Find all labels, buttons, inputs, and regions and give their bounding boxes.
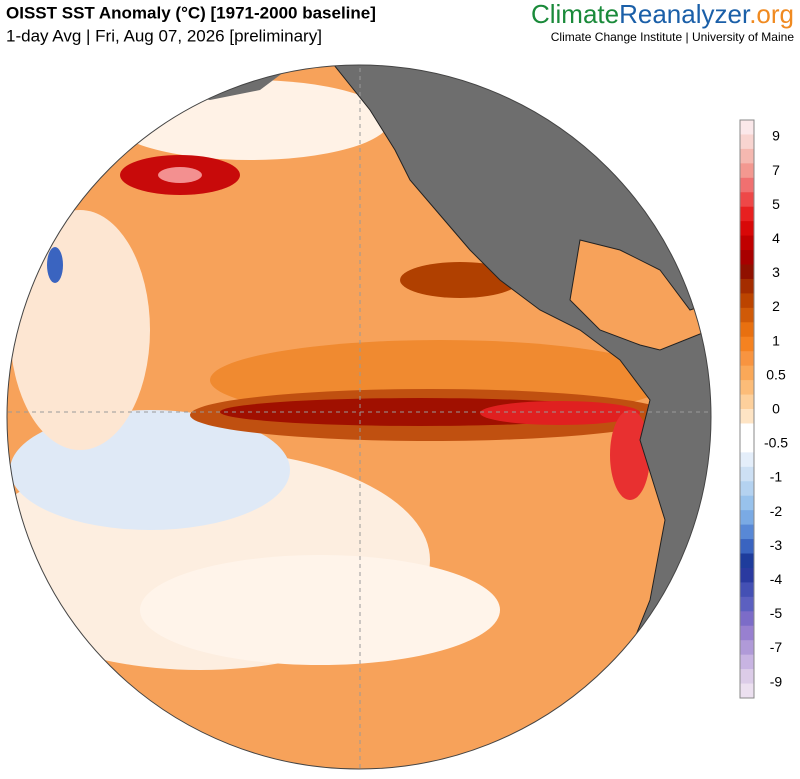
- colorbar-swatch: [740, 524, 754, 540]
- globe-outline: [6, 64, 712, 770]
- colorbar-swatch: [740, 134, 754, 150]
- colorbar-swatch: [740, 163, 754, 179]
- colorbar-label: -5: [770, 605, 783, 621]
- colorbar-label: -4: [770, 571, 783, 587]
- brand: ClimateReanalyzer.org: [531, 0, 794, 29]
- globe-map: [7, 65, 711, 769]
- colorbar-label: -3: [770, 537, 783, 553]
- colorbar-swatch: [740, 423, 754, 439]
- tagline: Climate Change Institute | University of…: [551, 30, 795, 44]
- colorbar-swatch: [740, 495, 754, 511]
- colorbar-swatch: [740, 452, 754, 468]
- colorbar-swatch: [740, 553, 754, 569]
- colorbar-label: 0.5: [766, 366, 786, 382]
- colorbar: 9 7 5 4 3 2 1 0.5 0 -0.5 -1 -2 -3 -4 -5 -7 -9: [740, 120, 788, 699]
- colorbar-swatch: [740, 336, 754, 352]
- colorbar-label: -0.5: [764, 435, 788, 451]
- colorbar-swatch: [740, 510, 754, 526]
- colorbar-swatch: [740, 654, 754, 670]
- colorbar-swatch: [740, 351, 754, 367]
- colorbar-swatch: [740, 539, 754, 554]
- colorbar-swatch: [740, 437, 754, 453]
- colorbar-swatch: [740, 409, 754, 424]
- colorbar-swatch: [740, 307, 754, 323]
- title: OISST SST Anomaly (°C) [1971-2000 baseli…: [6, 3, 376, 22]
- colorbar-swatch: [740, 264, 754, 280]
- colorbar-swatch: [740, 322, 754, 338]
- colorbar-label: 5: [772, 196, 780, 212]
- colorbar-swatch: [740, 582, 754, 598]
- colorbar-label: 4: [772, 230, 780, 246]
- colorbar-swatch: [740, 481, 754, 497]
- colorbar-swatch: [740, 206, 754, 222]
- colorbar-swatch: [740, 250, 754, 265]
- colorbar-swatch: [740, 380, 754, 396]
- colorbar-swatch: [740, 466, 754, 482]
- brand-part: Climate: [531, 0, 619, 29]
- colorbar-label: 7: [772, 162, 780, 178]
- colorbar-swatch: [740, 365, 754, 381]
- colorbar-label: 0: [772, 401, 780, 417]
- colorbar-swatch: [740, 293, 754, 309]
- colorbar-swatch: [740, 596, 754, 612]
- colorbar-label: -7: [770, 639, 783, 655]
- colorbar-swatch: [740, 567, 754, 583]
- brand-part: Reanalyzer: [619, 0, 751, 29]
- colorbar-swatch: [740, 221, 754, 237]
- colorbar-label: 3: [772, 264, 780, 280]
- colorbar-swatch: [740, 235, 754, 251]
- colorbar-label: 9: [772, 128, 780, 144]
- colorbar-label: 1: [772, 332, 780, 348]
- colorbar-swatch: [740, 640, 754, 656]
- brand-part: .org: [749, 0, 794, 29]
- colorbar-label: -9: [770, 673, 783, 689]
- colorbar-swatch: [740, 192, 754, 208]
- colorbar-label: 2: [772, 298, 780, 314]
- colorbar-swatch: [740, 683, 754, 699]
- subtitle: 1-day Avg | Fri, Aug 07, 2026 [prelimina…: [6, 26, 322, 45]
- colorbar-swatch: [740, 148, 754, 164]
- colorbar-label: -2: [770, 503, 783, 519]
- colorbar-swatch: [740, 625, 754, 641]
- colorbar-swatch: [740, 177, 754, 193]
- colorbar-swatch: [740, 120, 754, 135]
- colorbar-swatch: [740, 669, 754, 685]
- colorbar-label: -1: [770, 469, 783, 485]
- colorbar-frame: [739, 119, 755, 699]
- colorbar-swatch: [740, 394, 754, 410]
- colorbar-swatch: [740, 278, 754, 294]
- colorbar-swatch: [740, 611, 754, 627]
